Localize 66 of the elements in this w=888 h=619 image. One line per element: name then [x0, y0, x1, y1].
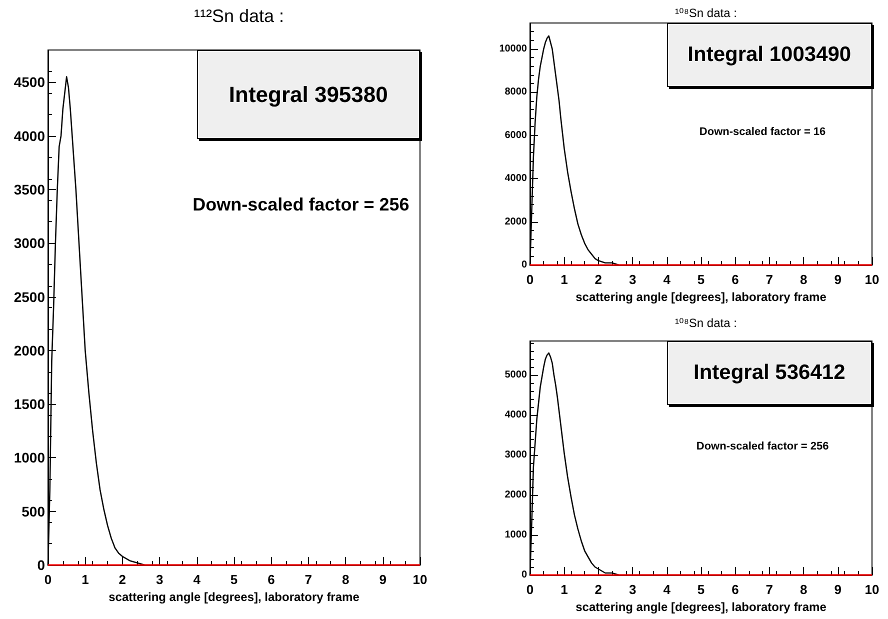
x-tick-label: 1 [82, 572, 89, 587]
x-tick-label: 2 [118, 572, 126, 587]
y-tick-label: 1000 [504, 530, 528, 540]
text-box: Integral 1003490 [666, 23, 872, 87]
x-tick-label: 5 [230, 572, 238, 587]
x-tick-label: 2 [594, 272, 602, 287]
y-tick-label: 2500 [14, 288, 46, 305]
y-tick-label: 1000 [14, 450, 46, 466]
x-tick-label: 4 [663, 582, 672, 597]
y-tick-label: 6000 [504, 130, 528, 141]
x-axis-title: scattering angle [degrees], laboratory frame [576, 290, 827, 304]
y-tick-label: 4000 [504, 173, 528, 184]
x-tick-label: 9 [379, 572, 386, 587]
y-tick-label: 4500 [14, 74, 46, 90]
y-tick-label: 0 [37, 557, 46, 573]
x-tick-label: 8 [800, 582, 808, 597]
x-tick-label: 10 [864, 272, 880, 287]
x-tick-label: 9 [834, 582, 842, 597]
x-tick-label: 4 [193, 572, 202, 587]
x-tick-label: 7 [766, 272, 774, 287]
text-box: Integral 536412 [666, 341, 872, 405]
y-tick-label: 2000 [504, 490, 528, 500]
y-tick-label: 5000 [504, 370, 528, 380]
y-tick-label: 3000 [504, 450, 528, 460]
x-tick-label: 1 [560, 272, 568, 287]
x-tick-label: 6 [268, 572, 275, 587]
x-tick-label: 10 [864, 582, 880, 597]
y-tick-label: 4000 [504, 410, 528, 420]
x-tick-label: 8 [342, 572, 350, 587]
x-tick-label: 9 [834, 272, 842, 287]
y-tick-label: 0 [521, 260, 528, 270]
y-tick-label: 8000 [504, 86, 528, 98]
x-tick-label: 3 [628, 272, 636, 287]
y-tick-label: 10000 [499, 43, 528, 54]
y-tick-label: 3500 [14, 181, 46, 198]
y-tick-label: 2000 [14, 342, 46, 358]
x-tick-label: 8 [800, 272, 808, 287]
x-tick-label: 5 [697, 582, 705, 597]
chart-title: ¹¹²Sn data : [194, 6, 284, 26]
x-tick-label: 10 [412, 572, 428, 587]
chart-title: ¹⁰⁸Sn data : [675, 6, 737, 20]
x-tick-label: 4 [663, 272, 672, 287]
x-axis-title: scattering angle [degrees], laboratory frame [108, 590, 360, 604]
x-tick-label: 1 [560, 582, 568, 597]
x-tick-label: 3 [628, 582, 636, 597]
annotation: Down-scaled factor = 256 [192, 194, 410, 214]
x-tick-label: 3 [156, 572, 164, 587]
x-axis-title: scattering angle [degrees], laboratory frame [576, 600, 827, 614]
y-tick-label: 4000 [14, 128, 46, 144]
annotation: Integral 1003490 [688, 43, 852, 67]
x-tick-label: 7 [304, 572, 312, 587]
x-tick-label: 2 [594, 582, 602, 597]
y-tick-label: 1500 [14, 396, 46, 412]
x-tick-label: 6 [732, 582, 739, 597]
text-box: Integral 395380 [196, 50, 420, 139]
y-tick-label: 500 [22, 503, 46, 520]
annotation: Down-scaled factor = 256 [696, 440, 829, 452]
annotation: Down-scaled factor = 16 [699, 126, 826, 138]
x-tick-label: 7 [766, 582, 774, 597]
x-tick-label: 5 [697, 272, 705, 287]
x-tick-label: 6 [732, 272, 739, 287]
annotation: Integral 395380 [228, 82, 388, 108]
chart-title: ¹⁰⁸Sn data : [675, 316, 737, 330]
annotation: Integral 536412 [694, 361, 846, 385]
y-tick-label: 2000 [504, 216, 528, 228]
y-tick-label: 3000 [14, 235, 46, 252]
